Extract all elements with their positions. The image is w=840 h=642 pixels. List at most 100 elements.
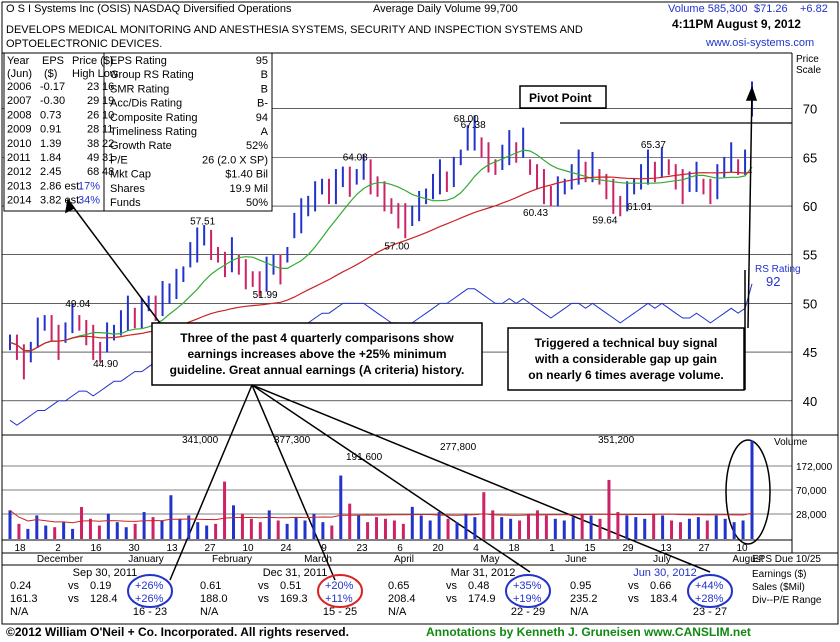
price-tick-label: 70 [803, 102, 817, 117]
quarter-pct-circle [127, 574, 173, 608]
price-annotation-label: 44.90 [93, 359, 118, 370]
eps-row-low: 19 [102, 95, 114, 107]
price-annotation-label: 51.99 [253, 290, 278, 301]
eps-row-eps: 2.86 est. [40, 180, 82, 192]
eps-header-eps: EPS [42, 55, 64, 67]
eps-row-low: 11 [102, 124, 113, 136]
eps-row-high: 28 [87, 124, 99, 136]
rating-value: 52% [246, 140, 268, 152]
moving-average-lines [9, 149, 753, 352]
eps-row-low: 48 [102, 166, 114, 178]
eps-row-eps: -0.30 [40, 95, 65, 107]
rs-line [9, 283, 753, 426]
quarter-sales-prev: 174.9 [468, 593, 496, 605]
eps-row-eps: 0.91 [40, 124, 61, 136]
eps-row-eps: -0.17 [40, 81, 65, 93]
eps-row-high: 29 [87, 95, 99, 107]
eps-row-low: 31 [102, 152, 114, 164]
eps-row-year: 2013 [7, 180, 31, 192]
pivot-label: Pivot Point [529, 91, 592, 105]
rating-label: SMR Rating [110, 83, 169, 95]
price-tick-label: 65 [803, 150, 817, 165]
volume-average-polyline [9, 510, 753, 524]
price-annotation-label: 65.37 [641, 140, 666, 151]
quarter-sales-prev: 128.4 [90, 593, 118, 605]
eps-row-eps: 1.84 [40, 152, 61, 164]
eps-header-jun: (Jun) [7, 68, 32, 80]
earnings-callout-line-2: earnings increases above the +25% minimu… [187, 347, 446, 361]
eps-row-year: 2008 [7, 109, 31, 121]
rating-value: A [261, 126, 269, 138]
quarter-sales: 208.4 [388, 593, 416, 605]
date-tick: 27 [204, 543, 216, 554]
quarter-vs: vs [68, 593, 80, 605]
rating-label: Funds [110, 197, 141, 209]
quarter-sales: 235.2 [570, 593, 598, 605]
date-tick: 4 [473, 543, 479, 554]
date-tick: 29 [622, 543, 634, 554]
month-label: April [394, 554, 414, 565]
eps-row-growth: 34% [78, 195, 100, 207]
eps-row-eps: 1.39 [40, 138, 61, 150]
quarter-pe-range: 22 - 29 [511, 606, 545, 618]
website-link[interactable]: www.osi-systems.com [705, 37, 814, 49]
price-scale-subtitle: Scale [796, 65, 821, 76]
price-annotation-label: 64.08 [343, 152, 368, 163]
volume-scale-1: 172,000 [796, 462, 833, 473]
price-tick-label: 55 [803, 248, 817, 263]
eps-row-year: 2007 [7, 95, 31, 107]
quarter-eps-prev: 0.19 [90, 580, 111, 592]
eps-row-growth: 17% [78, 180, 100, 192]
quarter-sales-prev: 183.4 [650, 593, 678, 605]
quarter-vs: vs [258, 593, 270, 605]
eps-row-year: 2012 [7, 166, 31, 178]
change-label: +6.82 [800, 3, 828, 15]
rating-value: B [261, 69, 268, 81]
quarter-vs: vs [68, 580, 80, 592]
eps-row-high: 38 [87, 138, 99, 150]
price-annotation-label: 57.51 [190, 216, 215, 227]
volume-average-line [9, 510, 753, 524]
earnings-callout-line-3: guideline. Great annual earnings (A crit… [170, 363, 465, 377]
month-label: June [565, 554, 587, 565]
quarter-pct-circle [687, 574, 733, 608]
volume-label: Volume 585,300 [668, 3, 748, 15]
eps-row-year: 2010 [7, 138, 31, 150]
quarter-vs: vs [258, 580, 270, 592]
price-annotation-label: 67.38 [461, 120, 486, 131]
eps-header-year: Year [7, 55, 30, 67]
eps-row-high: 23 [87, 81, 99, 93]
div-row-label: Div--P/E Range [752, 595, 822, 606]
quarter-na: N/A [200, 606, 219, 618]
date-tick: 10 [242, 543, 254, 554]
price-annotation-label: 60.43 [523, 208, 548, 219]
month-label: February [212, 554, 252, 565]
quarter-vs: vs [446, 593, 458, 605]
price-annotations: 49.04 44.90 57.51 51.99 64.08 57.00 68.0067.38… [65, 114, 666, 370]
rs-polyline [9, 283, 753, 426]
price-tick-label: 60 [803, 199, 817, 214]
eps-due: EPS Due 10/25 [752, 554, 821, 565]
description-line-2: OPTOELECTRONIC DEVICES. [6, 38, 162, 50]
price-tick-label: 45 [803, 345, 817, 360]
rating-label: Growth Rate [110, 140, 172, 152]
timestamp: 4:11PM August 9, 2012 [672, 17, 801, 31]
quarter-sales-pct: +11% [325, 593, 353, 605]
volume-circle [725, 439, 771, 545]
date-tick: 10 [736, 543, 748, 554]
volume-label-5: 351,200 [598, 435, 635, 446]
date-tick: 27 [698, 543, 710, 554]
price-label: $71.26 [754, 3, 788, 15]
date-tick: 13 [166, 543, 178, 554]
quarter-pe-range: 16 - 23 [133, 606, 167, 618]
rs-rating-value: 92 [766, 274, 780, 289]
earnings-callout-line-1: Three of the past 4 quarterly comparison… [180, 331, 454, 345]
quarter-sales-prev: 169.3 [280, 593, 308, 605]
volume-label-3: 191,600 [346, 452, 383, 463]
price-annotation-label: 68.00 [454, 114, 479, 125]
quarter-eps-pct: +20% [325, 580, 354, 592]
eps-row-eps: 3.82 est. [40, 195, 82, 207]
quarter-period: Jun 30, 2012 [633, 567, 697, 579]
quarter-vs: vs [628, 580, 640, 592]
quarter-eps: 0.61 [200, 580, 221, 592]
